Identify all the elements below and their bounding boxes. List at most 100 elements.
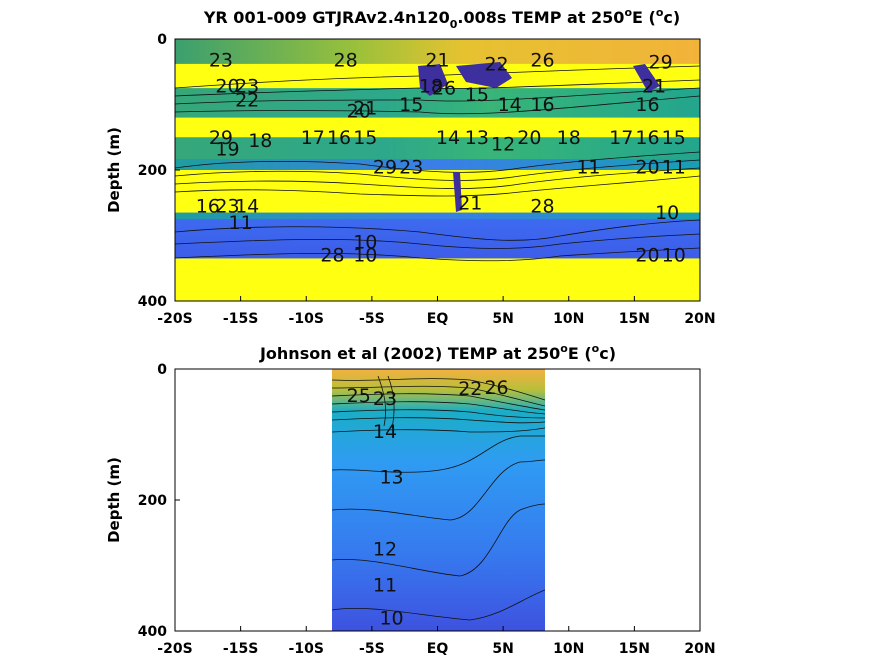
top-contour-label: 22 [484,53,508,75]
bottom-contour-label: 13 [379,467,403,489]
top-contour-label: 21 [642,76,666,98]
bottom-x-tick-label: 10N [553,641,584,656]
top-contour-label: 15 [465,84,489,106]
top-x-tick-label: -15S [223,311,258,327]
top-yellow-band [175,258,700,301]
top-x-tick-label: EQ [427,311,449,327]
top-x-tick-label: -10S [289,311,324,327]
top-artifacts [418,62,660,212]
top-contour-label: 10 [353,245,377,267]
top-contour-label: 26 [432,78,456,100]
top-contour-label: 16 [196,196,220,218]
bottom-x-tick-label: EQ [427,641,449,656]
top-contour-label: 23 [209,50,233,72]
bottom-y-tick-label: 200 [138,493,167,509]
bottom-x-tick-label: 15N [619,641,650,656]
top-contour-label: 20 [215,76,239,98]
top-contour-label: 29 [373,156,397,178]
bottom-x-ticks: -20S -15S -10S -5S EQ 5N 10N 15N 20N [157,626,716,656]
top-contour-label: 18 [248,130,272,152]
top-x-tick-label: 15N [619,311,650,327]
top-yellow-band [175,170,700,213]
top-contour-label: 29 [209,127,233,149]
bottom-contour-label: 11 [373,575,397,597]
bottom-x-tick-label: -5S [359,641,385,656]
bottom-y-axis-label: Depth (m) [105,457,123,543]
bottom-panel: Johnson et al (2002) TEMP at 250oE (oc) … [105,342,716,656]
top-contour-label: 18 [419,76,443,98]
top-contour-label: 14 [498,94,522,116]
top-contour-label: 15 [353,127,377,149]
bottom-y-tick-label: 400 [138,624,167,640]
top-contour-label: 21 [353,97,377,119]
top-contour-label: 16 [635,94,659,116]
bottom-contour-label: 14 [373,421,397,443]
top-contour-label: 11 [576,156,600,178]
bottom-contour-label: 10 [379,607,403,629]
bottom-field [332,369,545,631]
top-contour-label: 10 [655,202,679,224]
top-y-tick-label: 0 [157,32,167,48]
bottom-x-tick-label: -15S [223,641,258,656]
top-y-ticks: 0 200 400 [138,32,180,310]
top-panel: YR 001-009 GTJRAv2.4n1200.008s TEMP at 2… [105,6,716,327]
top-contour-label: 10 [662,245,686,267]
top-y-tick-label: 400 [138,294,167,310]
bottom-contour-label: 12 [373,539,397,561]
top-contour-label: 10 [353,232,377,254]
top-contour-label: 15 [399,94,423,116]
top-y-tick-label: 200 [138,163,167,179]
top-contour-label: 20 [635,245,659,267]
top-contour-label: 29 [649,51,673,73]
top-contour-label: 11 [229,212,253,234]
top-contour-label: 15 [662,127,686,149]
top-contour-label: 21 [458,192,482,214]
bottom-contour-labels: 25 23 14 22 26 13 12 11 10 [347,377,509,630]
bottom-y-tick-label: 0 [157,362,167,378]
bottom-contour-label: 22 [458,378,482,400]
top-y-axis-label: Depth (m) [105,127,123,213]
top-contour-label: 20 [517,127,541,149]
top-contour-label: 28 [530,196,554,218]
top-contour-label: 22 [235,89,259,111]
bottom-x-tick-label: -20S [157,641,192,656]
top-yellow-band [175,117,700,138]
bottom-x-tick-label: 20N [684,641,715,656]
bottom-contour-label: 23 [373,388,397,410]
top-contour-label: 23 [235,76,259,98]
bottom-x-tick-label: -10S [289,641,324,656]
bottom-contours [332,375,545,621]
top-contour-label: 13 [465,127,489,149]
top-x-tick-label: 5N [492,311,513,327]
top-contour-label: 16 [530,94,554,116]
bottom-y-ticks: 0 200 400 [138,362,180,640]
top-title: YR 001-009 GTJRAv2.4n1200.008s TEMP at 2… [203,6,680,31]
top-contour-label: 26 [530,50,554,72]
top-x-tick-label: -20S [157,311,192,327]
top-contour-label: 20 [635,156,659,178]
top-contour-label: 16 [635,127,659,149]
bottom-title: Johnson et al (2002) TEMP at 250oE (oc) [259,342,616,363]
top-contour-label: 12 [491,133,515,155]
top-contour-label: 21 [425,50,449,72]
top-x-ticks: -20S -15S -10S -5S EQ 5N 10N 15N 20N [157,296,716,327]
bottom-contour-label: 25 [347,385,371,407]
top-x-tick-label: 10N [553,311,584,327]
top-contour-label: 19 [215,139,239,161]
top-contour-label: 28 [334,50,358,72]
top-contour-label: 14 [235,196,259,218]
top-contour-label: 20 [347,101,371,123]
top-contour-label: 17 [301,127,325,149]
top-contour-label: 17 [609,127,633,149]
top-contour-label: 23 [399,156,423,178]
top-x-tick-label: 20N [684,311,715,327]
top-contour-label: 16 [327,127,351,149]
bottom-x-tick-label: 5N [492,641,513,656]
top-contour-label: 23 [215,196,239,218]
bottom-contour-label: 26 [484,377,508,399]
top-contour-label: 11 [662,156,686,178]
top-contour-label: 28 [320,245,344,267]
top-contour-label: 14 [436,127,460,149]
